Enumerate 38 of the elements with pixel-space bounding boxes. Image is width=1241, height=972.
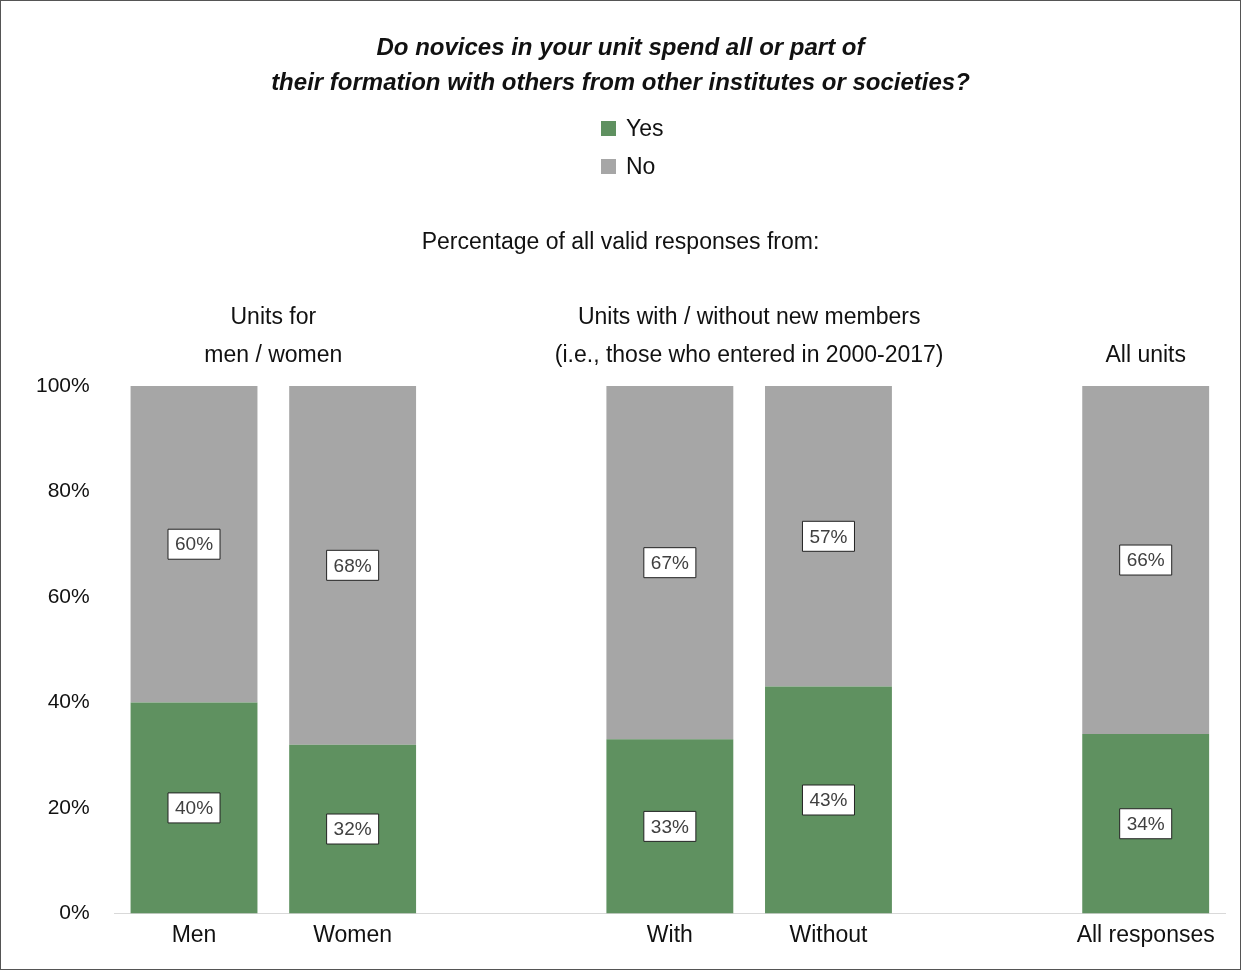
data-label: 60%: [175, 533, 214, 555]
data-label: 32%: [333, 818, 372, 840]
bar: [765, 386, 892, 687]
chart-title: Do novices in your unit spend all or part of their formation with others from other institutes or societies?: [270, 32, 971, 97]
data-label: 40%: [175, 797, 214, 819]
data-label: 33%: [650, 815, 689, 837]
bar: [1082, 386, 1210, 735]
data-label: 67%: [650, 551, 689, 573]
y-tick-label: 100%: [35, 372, 90, 396]
y-tick-label: 20%: [47, 794, 90, 818]
bar: [765, 686, 892, 914]
text: Percentage of all valid responses from:: [421, 228, 820, 255]
bar: [289, 386, 417, 745]
x-tick-label: Without: [789, 920, 869, 947]
x-tick-label: All responses: [1076, 920, 1215, 947]
x-tick-label: With: [646, 920, 693, 947]
text: All units: [1105, 341, 1186, 368]
data-label: 43%: [809, 789, 848, 811]
bar: [289, 744, 417, 914]
data-label: 66%: [1126, 549, 1165, 571]
y-tick-label: 60%: [47, 583, 90, 607]
y-tick-label: 80%: [47, 478, 90, 502]
bar: [130, 702, 258, 914]
x-tick-label: Men: [171, 920, 217, 947]
y-tick-label: 0%: [59, 900, 90, 924]
y-tick-label: 40%: [47, 689, 90, 713]
bar: [130, 386, 258, 703]
bar: [606, 386, 734, 740]
text: Units for men / women: [204, 303, 343, 368]
data-label: 57%: [809, 525, 848, 547]
legend-label: Yes: [626, 114, 664, 142]
bar: [606, 739, 734, 914]
x-tick-label: Women: [313, 920, 393, 947]
text: Units with / without new members (i.e., those who entered in 2000-2017): [554, 303, 944, 368]
data-label: 34%: [1126, 812, 1165, 834]
bar: [1082, 734, 1210, 914]
data-label: 68%: [333, 554, 372, 576]
legend-label: No: [626, 152, 656, 180]
